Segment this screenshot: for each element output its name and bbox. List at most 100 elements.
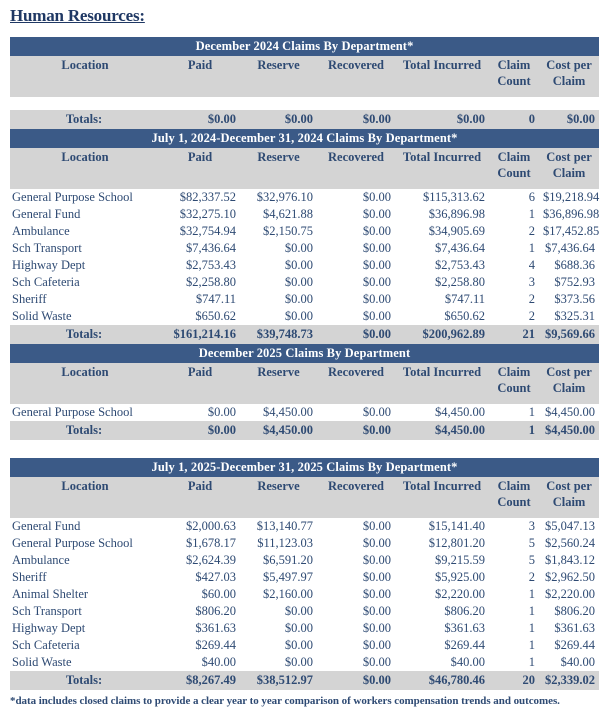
cell-reserve: $0.00 (240, 291, 317, 308)
totals-reserve: $38,512.97 (240, 671, 317, 690)
cell-reserve: $0.00 (240, 603, 317, 620)
cell-paid: $427.03 (160, 569, 240, 586)
cell-claim-count: 1 (489, 637, 539, 654)
footnote: *data includes closed claims to provide … (10, 695, 560, 707)
cell-reserve: $0.00 (240, 308, 317, 325)
cell-cost-per-claim: $806.20 (539, 603, 600, 620)
cell-total-incurred: $361.63 (395, 620, 489, 637)
cell-paid: $82,337.52 (160, 189, 240, 206)
filler-cell (10, 90, 600, 97)
cell-total-incurred: $115,313.62 (395, 189, 489, 206)
column-header-claim-count: Claim Count (489, 56, 539, 90)
totals-row: Totals: $0.00 $0.00 $0.00 $0.00 0 $0.00 (10, 110, 600, 129)
cell-claim-count: 1 (489, 603, 539, 620)
table-title-banner: July 1, 2024-December 31, 2024 Claims By… (10, 129, 600, 148)
cell-claim-count: 3 (489, 274, 539, 291)
table-row: Ambulance $32,754.94 $2,150.75 $0.00 $34,905… (10, 223, 599, 240)
cell-cost-per-claim: $2,220.00 (539, 586, 600, 603)
cell-location: Animal Shelter (10, 586, 160, 603)
cell-recovered: $0.00 (317, 569, 395, 586)
column-header-location: Location (10, 148, 160, 182)
totals-claim-count: 20 (489, 671, 539, 690)
table-row: General Purpose School $82,337.52 $32,976.… (10, 189, 599, 206)
cell-reserve: $4,621.88 (240, 206, 317, 223)
table-row: Sch Transport $806.20 $0.00 $0.00 $806.20 1 $8… (10, 603, 600, 620)
cell-recovered: $0.00 (317, 223, 395, 240)
totals-label: Totals: (10, 110, 160, 129)
cell-location: General Fund (10, 206, 160, 223)
table-row: Sch Cafeteria $269.44 $0.00 $0.00 $269.44 1 $2… (10, 637, 600, 654)
table-row: General Purpose School $0.00 $4,450.00 $0.0… (10, 404, 600, 421)
column-header-total-incurred: Total Incurred (395, 56, 489, 90)
cell-location: General Purpose School (10, 189, 160, 206)
cell-recovered: $0.00 (317, 586, 395, 603)
column-header-paid: Paid (160, 56, 240, 90)
totals-paid: $161,214.16 (160, 325, 240, 344)
cell-recovered: $0.00 (317, 518, 395, 535)
table-group-spacer (0, 440, 609, 458)
totals-row: Totals: $0.00 $4,450.00 $0.00 $4,450.00 1 $4,4… (10, 421, 600, 440)
totals-claim-count: 21 (489, 325, 539, 344)
cell-paid: $60.00 (160, 586, 240, 603)
cell-reserve: $0.00 (240, 654, 317, 671)
cell-location: Highway Dept (10, 257, 160, 274)
column-header-reserve: Reserve (240, 56, 317, 90)
column-header-paid: Paid (160, 148, 240, 182)
cell-location: Sch Cafeteria (10, 637, 160, 654)
empty-cell (10, 97, 600, 110)
cell-total-incurred: $9,215.59 (395, 552, 489, 569)
cell-location: General Purpose School (10, 404, 160, 421)
cell-claim-count: 2 (489, 223, 539, 240)
totals-reserve: $0.00 (240, 110, 317, 129)
empty-body-gap (10, 97, 600, 110)
cell-recovered: $0.00 (317, 603, 395, 620)
cell-total-incurred: $5,925.00 (395, 569, 489, 586)
cell-recovered: $0.00 (317, 257, 395, 274)
cell-location: Solid Waste (10, 308, 160, 325)
claims-table: December 2025 Claims By Department Locati… (10, 344, 600, 440)
cell-reserve: $11,123.03 (240, 535, 317, 552)
column-header-filler (10, 182, 600, 189)
column-header-location: Location (10, 363, 160, 397)
cell-total-incurred: $2,220.00 (395, 586, 489, 603)
cell-paid: $2,258.80 (160, 274, 240, 291)
totals-total-incurred: $0.00 (395, 110, 489, 129)
cell-cost-per-claim: $40.00 (539, 654, 600, 671)
cell-total-incurred: $7,436.64 (395, 240, 489, 257)
claims-table: July 1, 2025-December 31, 2025 Claims By… (10, 458, 600, 690)
column-header-claim-count: Claim Count (489, 363, 539, 397)
cell-location: Sch Cafeteria (10, 274, 160, 291)
cell-cost-per-claim: $325.31 (539, 308, 600, 325)
totals-row: Totals: $161,214.16 $39,748.73 $0.00 $200,96… (10, 325, 600, 344)
cell-reserve: $6,591.20 (240, 552, 317, 569)
claims-table-dec-2024: December 2024 Claims By Department* Locat… (10, 37, 600, 129)
cell-location: Sch Transport (10, 240, 160, 257)
cell-total-incurred: $15,141.40 (395, 518, 489, 535)
totals-claim-count: 0 (489, 110, 539, 129)
totals-label: Totals: (10, 671, 160, 690)
cell-cost-per-claim: $2,962.50 (539, 569, 600, 586)
totals-paid: $8,267.49 (160, 671, 240, 690)
cell-claim-count: 1 (489, 620, 539, 637)
column-header-filler (10, 90, 600, 97)
column-header-recovered: Recovered (317, 148, 395, 182)
column-header-cost-per-claim: Cost per Claim (539, 148, 600, 182)
cell-claim-count: 5 (489, 535, 539, 552)
cell-location: General Purpose School (10, 535, 160, 552)
cell-paid: $2,624.39 (160, 552, 240, 569)
column-header-claim-count: Claim Count (489, 477, 539, 511)
column-header-row: Location Paid Reserve Recovered Total Incurr… (10, 363, 600, 397)
claims-table-fy-2025: July 1, 2025-December 31, 2025 Claims By… (10, 458, 600, 690)
column-header-recovered: Recovered (317, 363, 395, 397)
column-header-row: Location Paid Reserve Recovered Total Incurr… (10, 477, 600, 511)
cell-total-incurred: $40.00 (395, 654, 489, 671)
cell-location: Highway Dept (10, 620, 160, 637)
table-row: Sheriff $427.03 $5,497.97 $0.00 $5,925.00 2 $2… (10, 569, 600, 586)
cell-recovered: $0.00 (317, 291, 395, 308)
table-row: Highway Dept $2,753.43 $0.00 $0.00 $2,753.43… (10, 257, 600, 274)
table-title: July 1, 2024-December 31, 2024 Claims By… (10, 129, 600, 148)
table-row: Animal Shelter $60.00 $2,160.00 $0.00 $2,220… (10, 586, 600, 603)
filler-cell (10, 397, 600, 404)
cell-claim-count: 2 (489, 291, 539, 308)
column-header-reserve: Reserve (240, 477, 317, 511)
